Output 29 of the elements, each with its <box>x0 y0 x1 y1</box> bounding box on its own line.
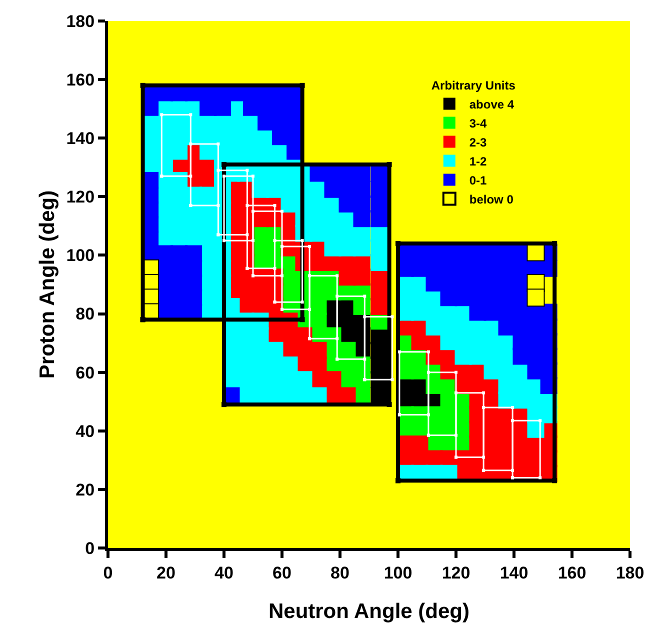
y-tick-label: 160 <box>66 70 95 90</box>
y-tick-label: 100 <box>66 246 95 266</box>
x-tick-label: 120 <box>442 563 470 582</box>
y-tick-label: 60 <box>76 363 95 382</box>
x-axis-title: Neutron Angle (deg) <box>268 600 470 623</box>
legend-label: below 0 <box>469 192 514 206</box>
legend-label: 3-4 <box>469 116 488 130</box>
legend-label: 1-2 <box>469 154 488 168</box>
legend-title: Arbitrary Units <box>431 78 516 92</box>
y-tick-label: 20 <box>76 480 95 500</box>
x-tick-label: 140 <box>500 563 528 582</box>
x-tick-label: 40 <box>214 563 234 582</box>
legend-label: 0-1 <box>469 173 488 188</box>
x-tick-label: 100 <box>384 563 412 582</box>
y-tick-label: 120 <box>66 188 95 207</box>
x-tick-label: 20 <box>156 563 176 582</box>
y-tick-label: 80 <box>76 304 95 324</box>
legend-label: 2-3 <box>469 135 488 150</box>
y-tick-label: 0 <box>85 538 95 558</box>
legend-label: above 4 <box>469 97 514 112</box>
y-tick-label: 140 <box>66 129 95 148</box>
x-tick-label: 160 <box>558 563 586 582</box>
x-tick-label: 0 <box>103 563 113 582</box>
y-tick-label: 40 <box>76 422 95 441</box>
x-tick-label: 180 <box>616 563 644 582</box>
y-tick-label: 180 <box>66 12 95 31</box>
y-axis-title: Proton Angle (deg) <box>36 190 59 379</box>
x-tick-label: 80 <box>330 563 350 582</box>
x-tick-label: 60 <box>272 563 292 582</box>
